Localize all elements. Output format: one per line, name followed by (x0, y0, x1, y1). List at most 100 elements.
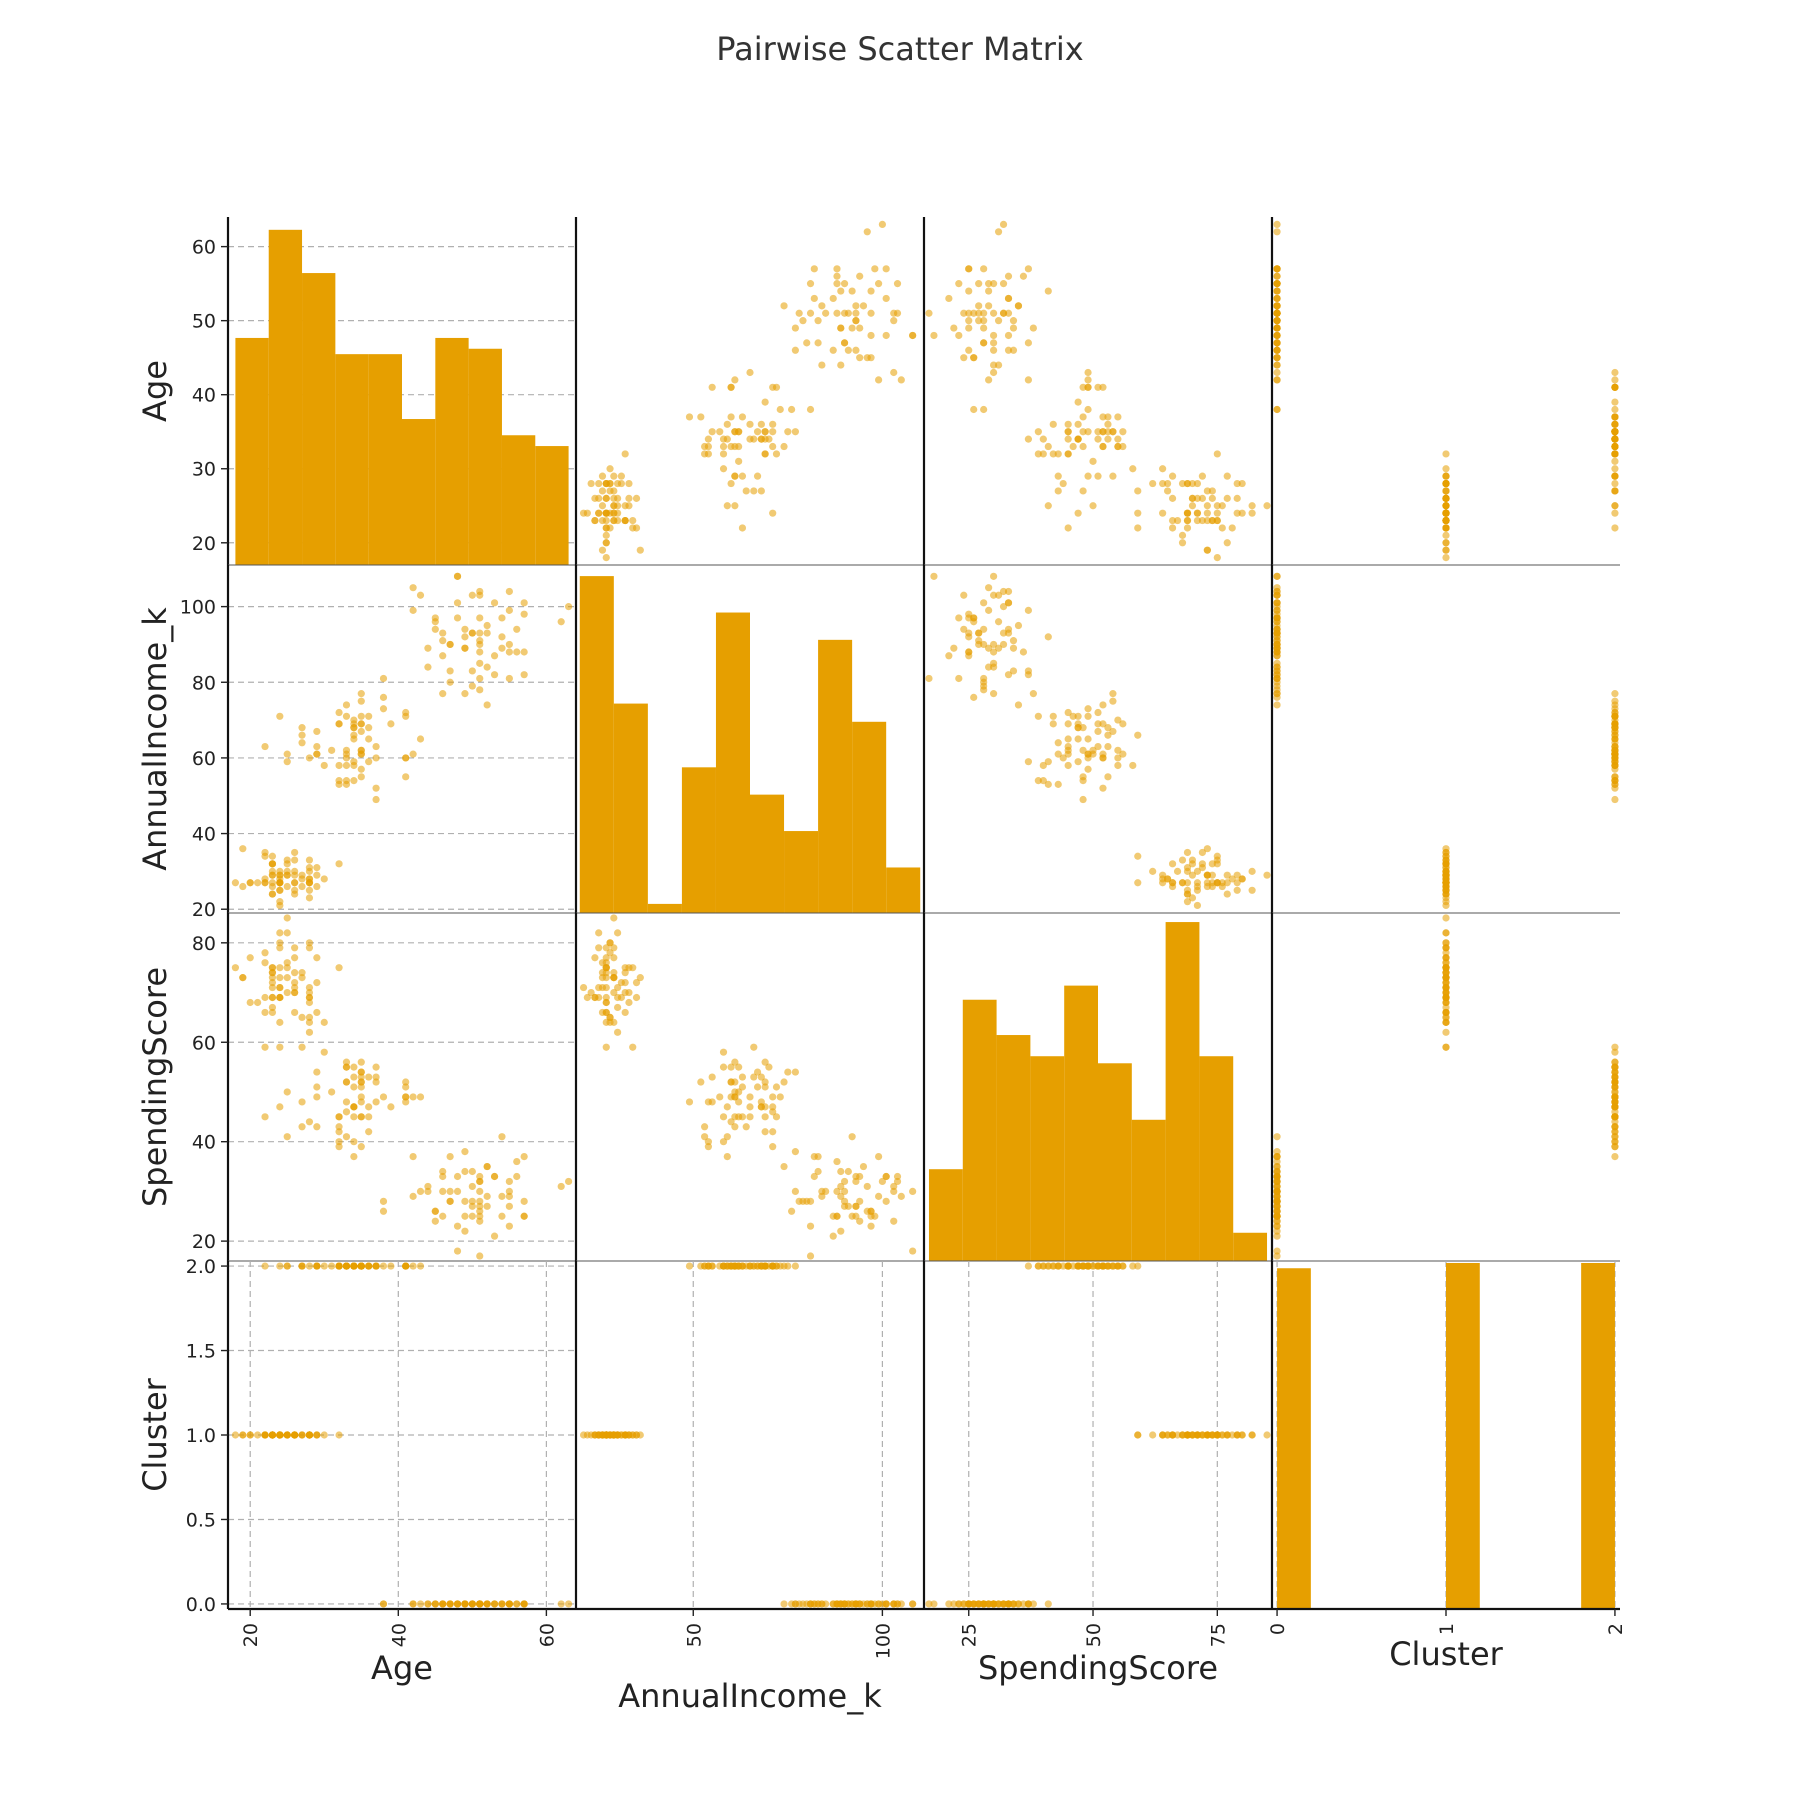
scatter-point (708, 1262, 716, 1270)
scatter-point (1183, 1431, 1192, 1439)
scatter-point (1178, 539, 1187, 547)
scatter-point (1273, 331, 1281, 340)
scatter-point (882, 294, 890, 303)
scatter-point (629, 1043, 637, 1051)
scatter-point (305, 1118, 314, 1126)
scatter-point (840, 280, 849, 288)
scatter-point (1074, 724, 1082, 732)
hist-bar (435, 337, 469, 565)
scatter-point (602, 954, 610, 962)
scatter-point (1039, 435, 1047, 443)
scatter-point (1442, 856, 1450, 864)
scatter-point (431, 1207, 439, 1215)
scatter-point (980, 674, 988, 683)
scatter-point (305, 983, 314, 992)
ylabel-SpendingScore: SpendingScore (136, 967, 174, 1207)
scatter-point (365, 1128, 373, 1136)
scatter-point (476, 1177, 484, 1186)
scatter-point (498, 633, 506, 641)
scatter-point (476, 1600, 484, 1608)
scatter-point (990, 368, 998, 377)
scatter-point (372, 1078, 380, 1086)
scatter-point (291, 979, 299, 987)
scatter-point (1233, 479, 1241, 488)
scatter-point (955, 674, 963, 683)
scatter-point (727, 1118, 735, 1126)
scatter-point (424, 1187, 432, 1195)
scatter-point (1223, 1431, 1231, 1439)
scatter-point (742, 487, 750, 495)
scatter-point (1164, 875, 1172, 883)
scatter-point (829, 1600, 837, 1608)
scatter-point (416, 1187, 425, 1195)
scatter-point (1039, 777, 1047, 785)
scatter-point (636, 546, 644, 554)
scatter-point (1188, 856, 1197, 864)
xlabel-Cluster: Cluster (1389, 1635, 1503, 1673)
scatter-point (350, 1063, 358, 1071)
scatter-point (1079, 746, 1087, 754)
ytick-label: 40 (192, 1132, 216, 1154)
scatter-point (350, 735, 358, 743)
scatter-point (1198, 494, 1206, 502)
scatter-point (1208, 860, 1216, 868)
scatter-point (719, 1113, 728, 1121)
scatter-point (719, 450, 728, 458)
cell-SpendingScore-vs-AnnualIncome_k (574, 913, 924, 1262)
scatter-point (461, 690, 469, 698)
scatter-point (1213, 450, 1221, 458)
scatter-point (1273, 324, 1281, 332)
scatter-point (320, 1262, 328, 1270)
scatter-point (1099, 413, 1107, 421)
scatter-point (268, 882, 277, 891)
scatter-point (1004, 272, 1013, 280)
scatter-point (1104, 1262, 1112, 1270)
scatter-point (965, 309, 973, 317)
scatter-point (276, 1043, 284, 1051)
scatter-point (231, 879, 240, 887)
scatter-point (890, 368, 898, 377)
scatter-point (291, 848, 299, 857)
scatter-point (746, 420, 754, 428)
scatter-point (409, 606, 417, 614)
scatter-point (402, 1093, 410, 1101)
scatter-point (723, 502, 731, 510)
scatter-point (520, 1600, 528, 1608)
scatter-point (1089, 502, 1097, 510)
scatter-point (431, 614, 439, 622)
scatter-point (980, 405, 988, 414)
scatter-point (1273, 701, 1281, 709)
scatter-point (769, 1093, 777, 1101)
scatter-point (335, 708, 343, 717)
scatter-point (1079, 724, 1087, 732)
scatter-point (1104, 742, 1112, 751)
scatter-point (742, 1123, 750, 1131)
scatter-point (1273, 1177, 1281, 1186)
scatter-point (980, 324, 988, 332)
scatter-point (761, 1113, 769, 1121)
scatter-point (1064, 761, 1072, 770)
scatter-point (1079, 413, 1087, 421)
scatter-point (1203, 487, 1211, 495)
scatter-point (1014, 1600, 1023, 1608)
scatter-point (791, 1600, 799, 1608)
scatter-point (990, 339, 998, 347)
scatter-point (379, 1093, 388, 1101)
scatter-point (833, 309, 841, 317)
scatter-point (1273, 1162, 1281, 1171)
scatter-point (829, 346, 837, 354)
scatter-point (1159, 479, 1167, 488)
scatter-point (587, 988, 595, 997)
scatter-point (513, 648, 521, 656)
scatter-point (1611, 1143, 1619, 1151)
scatter-point (1054, 739, 1062, 747)
scatter-point (476, 659, 484, 667)
scatter-point (1611, 795, 1619, 804)
ylabel-Age: Age (136, 360, 174, 422)
scatter-point (856, 272, 864, 280)
scatter-point (1129, 1262, 1137, 1270)
scatter-point (990, 690, 998, 698)
scatter-point (298, 731, 306, 739)
scatter-point (1104, 724, 1112, 732)
scatter-point (476, 1202, 484, 1210)
